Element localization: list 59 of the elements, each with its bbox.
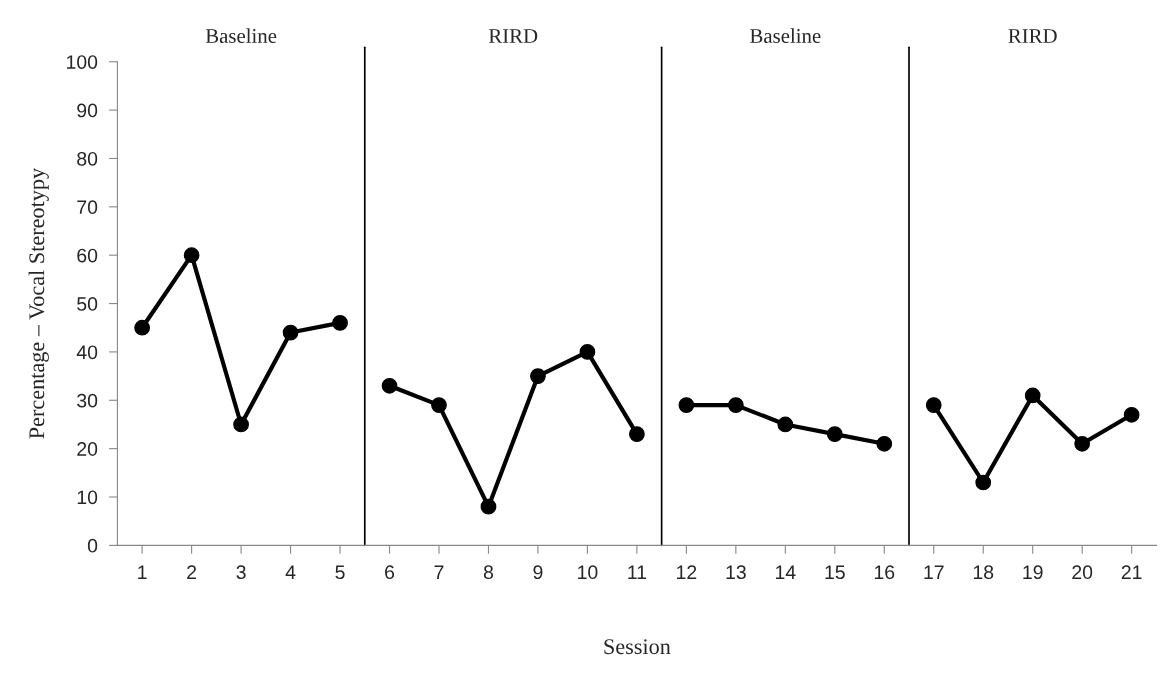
y-tick-label: 100 (67, 55, 98, 69)
x-tick-label: 4 (285, 565, 296, 579)
x-tick-label: 2 (187, 565, 197, 579)
y-tick-label: 90 (77, 103, 98, 118)
x-tick-label: 3 (236, 565, 246, 580)
point (579, 344, 596, 360)
x-tick-label: 14 (775, 565, 796, 579)
y-tick-label: 50 (77, 297, 98, 311)
x-tick-label: 8 (483, 565, 494, 580)
y-tick-label: 20 (77, 442, 98, 456)
text: Baseline (750, 28, 821, 43)
text: Baseline (205, 28, 277, 43)
point (530, 368, 546, 384)
point (1074, 435, 1091, 452)
y-tick-label: 10 (77, 490, 98, 505)
x-tick-label: 18 (973, 565, 994, 580)
y-tick-label: 60 (77, 248, 98, 263)
point (233, 416, 249, 433)
y-tick-label: 40 (76, 345, 98, 360)
point (678, 397, 695, 413)
point (777, 416, 794, 433)
point (134, 319, 151, 336)
text: RIRD (1008, 29, 1057, 43)
x-tick-label: 17 (924, 565, 944, 579)
x-tick-label: 16 (874, 565, 895, 580)
x-axis-title: Session (604, 639, 671, 655)
point (826, 426, 843, 443)
point (1024, 387, 1041, 404)
point (1123, 406, 1140, 423)
x-tick-label: 11 (628, 565, 647, 579)
point (381, 377, 398, 394)
x-tick-label: 20 (1072, 565, 1093, 580)
x-tick-label: 13 (726, 565, 746, 580)
point (332, 315, 348, 331)
y-tick-label: 80 (77, 151, 98, 166)
point (975, 474, 992, 491)
point (876, 435, 893, 452)
y-axis-title: Percentage – Vocal Stereotypy (28, 167, 49, 439)
point (480, 498, 497, 515)
y-tick-label: 30 (77, 393, 98, 408)
point (183, 247, 200, 264)
point (629, 426, 645, 443)
point (431, 397, 447, 413)
x-tick-label: 1 (138, 565, 147, 579)
text: RIRD (488, 29, 538, 43)
point (282, 324, 299, 341)
point (925, 397, 942, 413)
y-tick-label: 0 (87, 538, 98, 553)
x-tick-label: 15 (825, 565, 845, 580)
x-tick-label: 19 (1023, 565, 1043, 580)
x-tick-label: 9 (533, 565, 543, 580)
point (727, 397, 744, 413)
y-tick-label: 70 (77, 200, 98, 215)
x-tick-label: 12 (677, 565, 697, 579)
x-tick-label: 5 (335, 565, 345, 580)
x-tick-label: 6 (385, 565, 395, 580)
x-tick-label: 21 (1121, 565, 1142, 579)
x-tick-label: 10 (578, 565, 598, 580)
x-tick-label: 7 (434, 565, 444, 579)
